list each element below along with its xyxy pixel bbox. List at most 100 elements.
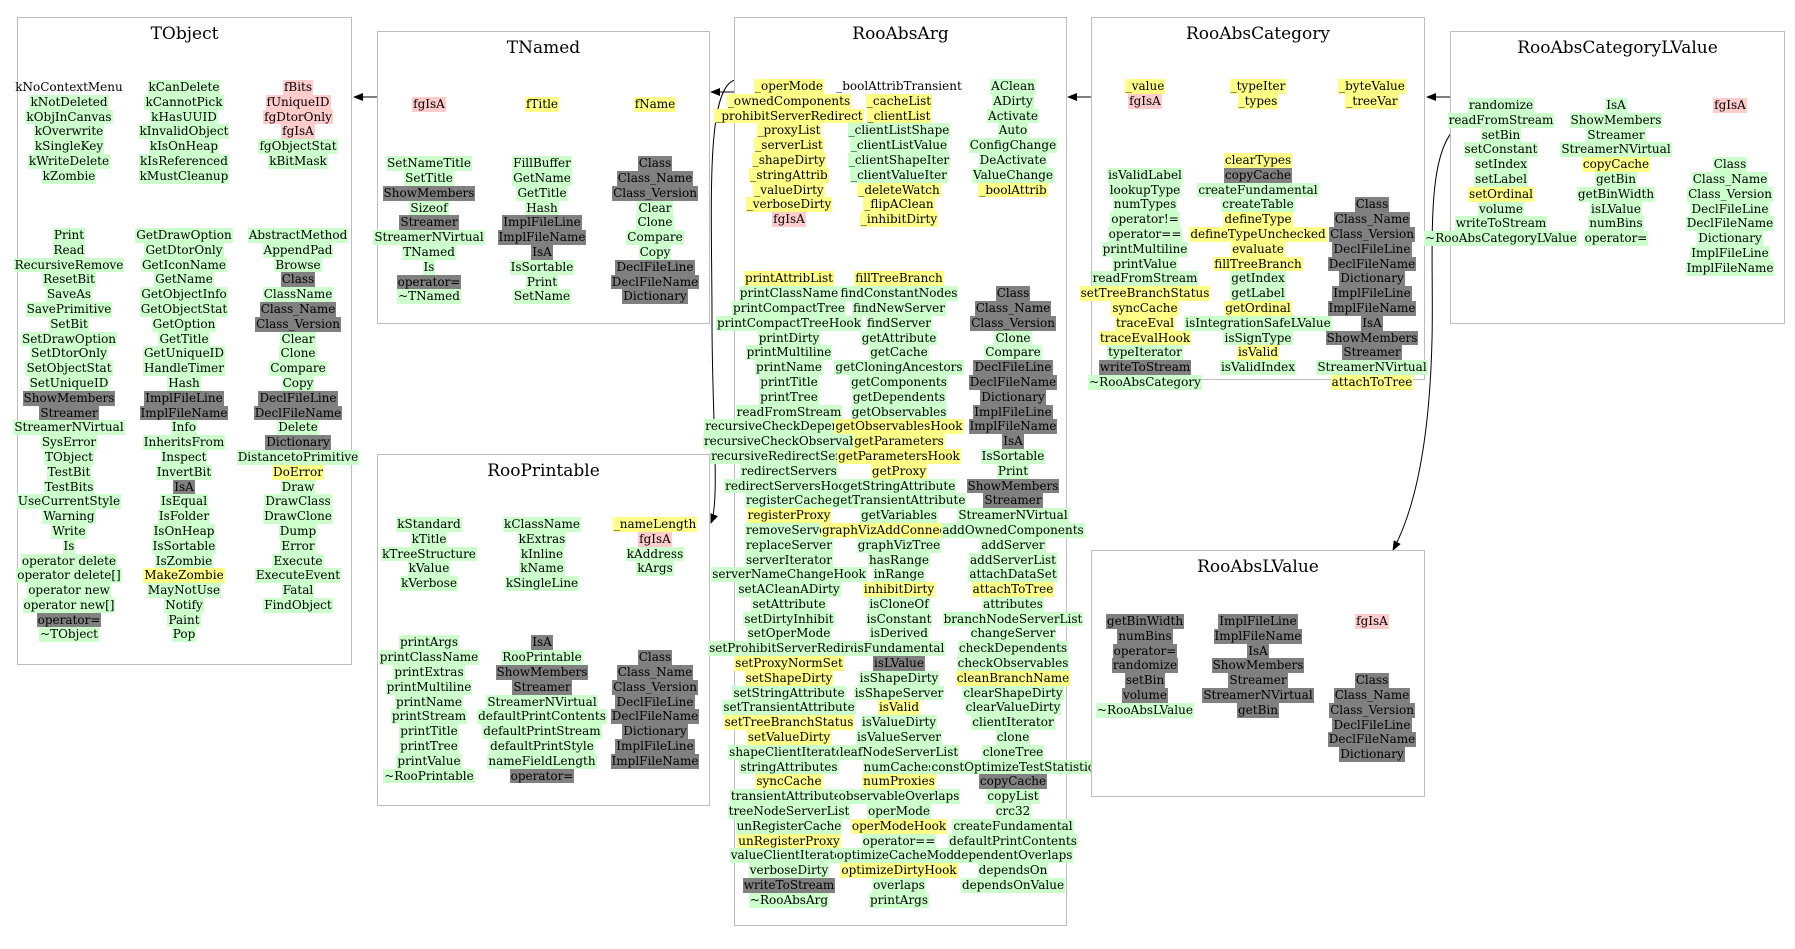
class-member: isShapeDirty [858, 670, 940, 686]
class-member: kOverwrite [33, 124, 105, 140]
class-member: serverNameChangeHook [711, 567, 867, 583]
class-member: isShapeServer [853, 685, 945, 701]
class-member: registerProxy [746, 508, 832, 523]
class-member: ~TObject [39, 627, 99, 643]
class-member: printDirty [757, 330, 821, 346]
class-member: getDependents [851, 389, 947, 405]
class-member: _clientShapeIter [847, 152, 951, 168]
class-member: kMustCleanup [138, 168, 230, 184]
class-member: fgIsA [412, 97, 446, 112]
class-member: DeclFileName [1327, 256, 1417, 272]
class-member: ImplFileName [1213, 628, 1303, 644]
class-member: kCannotPick [144, 94, 224, 110]
class-member: numTypes [1112, 197, 1178, 213]
class-member: fgIsA [638, 531, 672, 547]
class-member: operator== [861, 833, 937, 849]
class-title: RooAbsCategoryLValue [1517, 38, 1718, 58]
class-member: kNotDeleted [29, 94, 109, 110]
class-member: Clone [279, 346, 317, 362]
class-member: Copy [281, 375, 315, 391]
member-column: AClean ADirty Activate Auto ConfigChange DeAc… [930, 79, 1096, 893]
class-member: DeclFileName [610, 274, 700, 290]
class-member: cleanBranchName [955, 670, 1071, 686]
class-member: kArgs [636, 561, 674, 577]
class-member: Class_Name [1333, 212, 1411, 227]
class-member: operMode [866, 804, 932, 819]
class-member: Copy [638, 244, 672, 260]
class-member: InvertBit [155, 464, 213, 480]
class-member: setDirtyInhibit [743, 611, 835, 627]
class-member: DeActivate [978, 152, 1048, 168]
class-member: printTree [759, 389, 819, 405]
class-member: printMultiline [745, 345, 833, 361]
class-member: ~RooAbsCategory [1088, 374, 1202, 390]
member-column: _byteValue _treeVar Class Class_Name Class_V… [1292, 79, 1452, 390]
class-member: Hash [525, 200, 559, 216]
class-member: fUniqueID [265, 94, 331, 110]
class-member: copyList [986, 789, 1040, 805]
class-member: AbstractMethod [247, 227, 349, 243]
class-member: recursiveCheckDependents [704, 419, 874, 435]
class-member: RooPrintable [501, 650, 583, 665]
class-member: ADirty [992, 93, 1034, 109]
member-column: _typeIter _types clearTypes copyCache create… [1178, 79, 1338, 375]
class-member: operModeHook [850, 818, 948, 834]
class-member: changeServer [969, 626, 1057, 642]
class-member: IsSortable [151, 538, 217, 554]
class-member: fgIsA [1128, 93, 1162, 109]
class-member: graphVizAddConnections [820, 522, 978, 538]
class-member: getBin [1237, 702, 1279, 718]
class-box-rooprintable: RooPrintable kStandard kTitle kTreeStructur… [377, 454, 710, 806]
class-member: Dictionary [265, 435, 331, 450]
class-member: setStringAttribute [732, 685, 846, 701]
class-member: serverIterator [745, 552, 833, 568]
class-member: Browse [274, 257, 322, 273]
class-member: ImplFileName [610, 753, 700, 769]
class-member: printName [755, 360, 823, 375]
class-member: Dictionary [980, 389, 1046, 405]
class-member: kIsReferenced [139, 153, 229, 169]
class-member: DeclFileName [1327, 732, 1417, 748]
class-member: _flipAClean [863, 197, 935, 213]
class-member: traceEvalHook [1098, 330, 1192, 346]
class-member: getTransientAttribute [831, 493, 967, 509]
class-member: Is [62, 538, 76, 554]
class-member: kIsOnHeap [148, 139, 220, 154]
member-column: fgIsA Class Class_Name Class_Version DeclFil… [1292, 614, 1452, 762]
class-member: isLValue [873, 656, 925, 671]
class-member: Clone [994, 330, 1032, 346]
class-member: Pop [171, 627, 197, 643]
class-member: Clone [636, 215, 674, 231]
member-column: kStandard kTitle kTreeStructure kValue kVerb… [349, 517, 509, 784]
member-column: randomize readFromStream setBin setConstant… [1421, 98, 1581, 246]
class-box-rooabscategory: RooAbsCategory _value fgIsA isValidLabel loo… [1079, 17, 1428, 390]
class-member: printTitle [399, 724, 459, 739]
member-column: _boolAttribTransient _cacheList _clientLis… [819, 79, 979, 908]
class-member: operator= [36, 612, 102, 628]
class-member: DeclFileName [610, 709, 700, 725]
class-member: IsA [1247, 643, 1269, 659]
class-member: getProxy [870, 463, 928, 479]
class-member: SetName [512, 289, 572, 305]
class-member: Class [1712, 157, 1748, 172]
class-member: GetDtorOnly [144, 242, 224, 258]
class-member: createFundamental [952, 818, 1074, 834]
class-member: printStream [390, 709, 468, 725]
class-member: getStringAttribute [841, 478, 957, 494]
class-member: ~RooAbsLValue [1096, 702, 1194, 718]
class-member: copyCache [1223, 167, 1293, 183]
class-member: ~RooAbsCategoryLValue [1424, 231, 1578, 246]
class-member: operator= [1112, 643, 1178, 659]
class-member: operator= [396, 274, 462, 290]
class-member: getIndex [1230, 271, 1286, 287]
class-member: attachToTree [1330, 374, 1414, 390]
class-member: fillTreeBranch [854, 271, 944, 287]
class-member: _prohibitServerRedirect [714, 108, 864, 124]
class-member: fName [633, 97, 677, 112]
class-member: getCloningAncestors [834, 360, 964, 375]
class-member: _operMode [753, 79, 825, 94]
class-member: unRegisterCache [735, 818, 843, 834]
class-member: HandleTimer [142, 361, 226, 376]
class-member: _value [1124, 79, 1166, 94]
